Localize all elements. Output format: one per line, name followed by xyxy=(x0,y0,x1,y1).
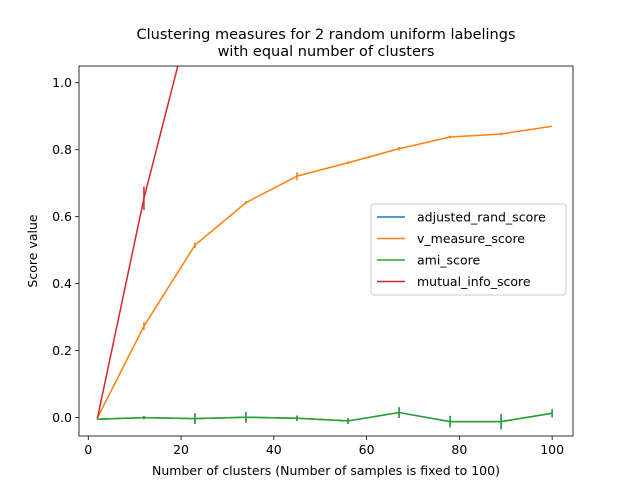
chart-title-line-1: Clustering measures for 2 random uniform… xyxy=(137,27,516,43)
x-tick-label: 20 xyxy=(173,442,189,457)
legend-label-adjusted-rand-score: adjusted_rand_score xyxy=(417,210,546,225)
legend-label-v-measure-score: v_measure_score xyxy=(417,231,525,246)
series-group xyxy=(96,66,553,430)
x-tick-label: 60 xyxy=(359,442,375,457)
series-line-mutual-info-score xyxy=(96,66,179,418)
x-tick-label: 0 xyxy=(84,442,92,457)
plot-area xyxy=(96,66,553,430)
y-tick-label: 0.0 xyxy=(52,410,72,425)
x-tick-label: 80 xyxy=(451,442,467,457)
x-tick-label: 40 xyxy=(266,442,282,457)
y-tick-label: 0.4 xyxy=(52,276,72,291)
axes-frame xyxy=(78,65,574,437)
y-tick-label: 0.6 xyxy=(52,209,72,224)
y-tick-label: 0.2 xyxy=(52,343,72,358)
y-axis-label: Score value xyxy=(25,214,40,287)
y-tick-label: 1.0 xyxy=(52,75,72,90)
legend-box xyxy=(370,203,567,296)
legend: adjusted_rand_score v_measure_score ami_sc… xyxy=(370,203,567,296)
y-tick-label: 0.8 xyxy=(52,142,72,157)
legend-label-mutual-info-score: mutual_info_score xyxy=(417,274,531,289)
x-axis-label: Number of clusters (Number of samples is… xyxy=(152,463,500,478)
series-line-ami-score xyxy=(97,411,553,423)
x-tick-label: 100 xyxy=(540,442,564,457)
axes: 0 20 40 60 80 100 0.0 0.2 0.4 0.6 0.8 1.0 xyxy=(52,65,574,457)
chart-title-line-2: with equal number of clusters xyxy=(218,44,435,60)
legend-label-ami-score: ami_score xyxy=(417,253,480,268)
series-line-v-measure-score xyxy=(96,125,553,418)
